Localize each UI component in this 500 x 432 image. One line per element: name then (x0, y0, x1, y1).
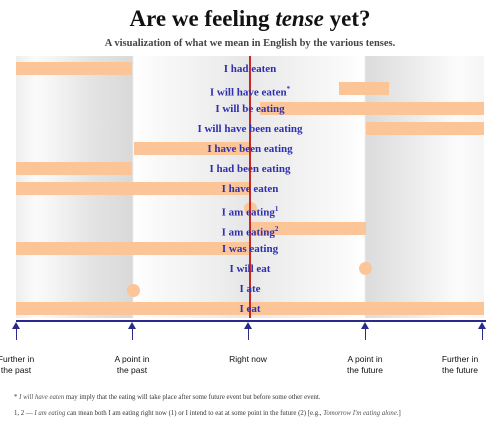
right-now-line (249, 56, 251, 318)
row-label-will-have-eaten: I will have eaten* (209, 85, 291, 99)
row-bar-will-be-eating (260, 102, 484, 115)
axis-label-point-past: A point in the past (114, 354, 150, 375)
tick-stem-point-future (364, 328, 366, 340)
row-bar-was-eating (16, 242, 250, 255)
row-bar-have-been-eating (134, 142, 250, 155)
tick-arrow-point-future (361, 322, 369, 329)
row-dot-ate (127, 284, 140, 297)
tick-stem-further-future (481, 328, 483, 340)
axis-label-right-now: Right now (229, 354, 267, 364)
row-bar-will-have-been-eating (366, 122, 484, 135)
row-label-will-have-been-eating: I will have been eating (197, 123, 303, 135)
row-label-ate: I ate (239, 283, 261, 295)
row-bar-will-have-eaten (339, 82, 389, 95)
tick-arrow-further-future (478, 322, 486, 329)
tick-arrow-right-now (244, 322, 252, 329)
axis-label-point-future: A point in the future (347, 354, 383, 375)
axis-label-further-future: Further in the future (441, 354, 479, 375)
row-bar-had-eaten (16, 62, 132, 75)
page-title: Are we feeling tense yet? (129, 6, 371, 31)
row-bar-am-eating-future (250, 222, 366, 235)
row-bar-have-eaten (16, 182, 250, 195)
row-bar-had-been-eating (16, 162, 132, 175)
row-label-will-eat: I will eat (229, 263, 271, 275)
row-label-had-been-eating: I had been eating (209, 163, 291, 175)
tick-arrow-further-past (12, 322, 20, 329)
footnote-will-have-eaten: * I will have eaten may imply that the e… (14, 394, 321, 401)
row-label-will-be-eating: I will be eating (215, 103, 285, 115)
tick-arrow-point-past (128, 322, 136, 329)
row-label-was-eating: I was eating (221, 243, 279, 255)
row-label-have-eaten: I have eaten (221, 183, 279, 195)
row-label-had-eaten: I had eaten (223, 63, 277, 75)
row-label-am-eating-1: I am eating1 (221, 205, 279, 219)
row-label-eat: I eat (239, 303, 261, 315)
axis-label-further-past: Further in the past (0, 354, 35, 375)
tick-stem-further-past (15, 328, 17, 340)
row-label-am-eating-2: I am eating2 (221, 225, 279, 239)
time-axis (16, 320, 486, 322)
row-dot-will-eat (359, 262, 372, 275)
tick-stem-point-past (131, 328, 133, 340)
page-subtitle: A visualization of what we mean in Engli… (104, 38, 396, 49)
row-label-have-been-eating: I have been eating (207, 143, 293, 155)
timeline-chart: I had eaten I will have eaten* I will be… (16, 56, 484, 318)
tick-stem-right-now (247, 328, 249, 340)
footnote-am-eating: 1, 2 — I am eating can mean both I am ea… (14, 410, 401, 417)
